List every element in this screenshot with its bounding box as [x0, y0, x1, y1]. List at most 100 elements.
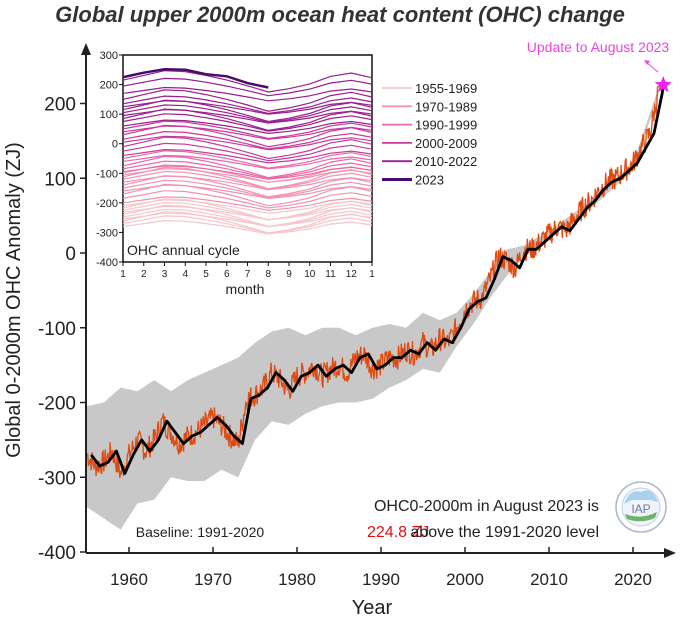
inset-x-tick-label: 1: [369, 269, 375, 280]
x-tick-label: 2020: [614, 570, 652, 589]
y-axis-arrow: [81, 43, 91, 55]
y-tick-label: -200: [38, 394, 76, 415]
inset-line-2000-2009: [122, 130, 373, 150]
inset-x-tick-label: 1: [120, 269, 126, 280]
inset-line-1990-1999: [122, 160, 373, 180]
inset-line-2010-2022: [122, 113, 373, 132]
inset-line-2000-2009: [122, 120, 373, 140]
inset-line-1990-1999: [122, 154, 373, 170]
inset-line-2010-2022: [122, 70, 373, 93]
inset-line-2010-2022: [122, 77, 373, 97]
inset-line-1955-1969: [122, 215, 373, 234]
x-tick-label: 1970: [194, 570, 232, 589]
iap-logo: IAP: [615, 481, 667, 533]
inset-x-tick-label: 2: [141, 269, 147, 280]
inset-line-1955-1969: [122, 205, 373, 221]
legend-label: 1955-1969: [415, 81, 477, 96]
inset-line-1990-1999: [122, 150, 373, 169]
logo-cloud: [624, 490, 658, 504]
inset-x-tick-label: 8: [265, 269, 271, 280]
inset-line-2010-2022: [122, 119, 373, 135]
inset-line-2023: [122, 67, 269, 89]
inset-x-axis-label: month: [226, 281, 265, 297]
legend-label: 2000-2009: [415, 136, 477, 151]
inset-y-tick-label: -100: [96, 168, 118, 180]
inset-line-2010-2022: [122, 95, 373, 115]
y-tick-label: 100: [44, 169, 76, 190]
logo-text: IAP: [631, 502, 650, 516]
inset-x-tick-label: 3: [162, 269, 168, 280]
inset-line-2010-2022: [122, 86, 373, 102]
uncertainty-band: [87, 88, 659, 530]
y-tick-label: 0: [65, 244, 76, 265]
y-tick-label: -400: [38, 543, 76, 564]
inset-x-tick-label: 6: [224, 269, 230, 280]
inset-x-tick-label: 4: [182, 269, 188, 280]
inset-y-tick-label: 100: [100, 109, 118, 121]
inset-y-tick-label: 300: [100, 50, 118, 62]
inset-x-tick-label: 9: [286, 269, 292, 280]
inset-line-2000-2009: [122, 148, 373, 164]
inset-x-tick-label: 10: [304, 269, 316, 280]
annotation-arrowhead: [644, 60, 650, 65]
chart-title: Global upper 2000m ocean heat content (O…: [55, 2, 625, 27]
star-marker: [654, 76, 672, 93]
x-tick-label: 2010: [530, 570, 568, 589]
inset-line-2010-2022: [122, 100, 373, 115]
baseline-note: Baseline: 1991-2020: [136, 524, 265, 540]
inset-line-1970-1989: [122, 175, 373, 191]
inset-x-tick-label: 11: [325, 269, 336, 280]
inset-line-1955-1969: [122, 201, 373, 221]
logo-wave: [625, 512, 657, 522]
inset-line-1990-1999: [122, 155, 373, 179]
inset-line-1955-1969: [122, 219, 373, 235]
inset-line-1970-1989: [122, 168, 373, 183]
inset-line-1970-1989: [122, 184, 373, 200]
y-tick-label: 200: [44, 95, 76, 116]
inset-line-1970-1989: [122, 179, 373, 199]
ohc-summary-line2: above the 1991-2020 level: [410, 524, 599, 541]
legend-label: 2010-2022: [415, 154, 477, 169]
y-tick-label: -300: [38, 468, 76, 489]
inset-x-tick-label: 7: [245, 269, 251, 280]
x-tick-label: 1980: [278, 570, 316, 589]
x-tick-label: 1960: [110, 570, 148, 589]
inset-line-2000-2009: [122, 135, 373, 151]
legend-label: 1970-1989: [415, 99, 477, 114]
x-tick-label: 2000: [446, 570, 484, 589]
ohc-summary-line1: OHC0-2000m in August 2023 is: [374, 498, 599, 515]
inset-y-tick-label: -400: [96, 257, 118, 269]
inset-title: OHC annual cycle: [127, 242, 240, 258]
legend-label: 2023: [415, 173, 444, 188]
inset-line-2010-2022: [122, 104, 373, 123]
inset-line-1970-1989: [122, 196, 373, 211]
x-axis-arrow: [664, 548, 676, 558]
inset-line-2010-2022: [122, 109, 373, 124]
inset-line-1955-1969: [122, 208, 373, 228]
inset-line-2000-2009: [122, 125, 373, 140]
inset-y-tick-label: 0: [112, 139, 118, 151]
x-tick-label: 1990: [362, 570, 400, 589]
inset-x-tick-label: 5: [203, 269, 209, 280]
inset-x-tick-label: 12: [346, 269, 358, 280]
ohc-value: 224.8 ZJ: [367, 524, 429, 541]
inset-y-tick-label: 200: [100, 80, 118, 92]
inset-line-1970-1989: [122, 190, 373, 209]
inset-line-1955-1969: [122, 212, 373, 228]
annotation-arrow: [645, 61, 659, 73]
x-axis-label: Year: [352, 597, 393, 619]
annual-mean-line: [90, 84, 665, 475]
legend-label: 1990-1999: [415, 118, 477, 133]
inset-line-1990-1999: [122, 165, 373, 180]
inset-y-tick-label: -200: [96, 198, 118, 210]
update-annotation: Update to August 2023: [527, 39, 670, 55]
inset-line-2000-2009: [122, 136, 373, 160]
inset-line-1955-1969: [122, 204, 373, 228]
inset-y-tick-label: -300: [96, 227, 118, 239]
inset-line-1970-1989: [122, 170, 373, 190]
inset-line-2010-2022: [122, 89, 373, 112]
y-axis-label: Global 0-2000m OHC Anomaly (ZJ): [3, 142, 25, 458]
inset-line-1955-1969: [122, 199, 373, 214]
inset-line-1955-1969: [122, 198, 373, 221]
